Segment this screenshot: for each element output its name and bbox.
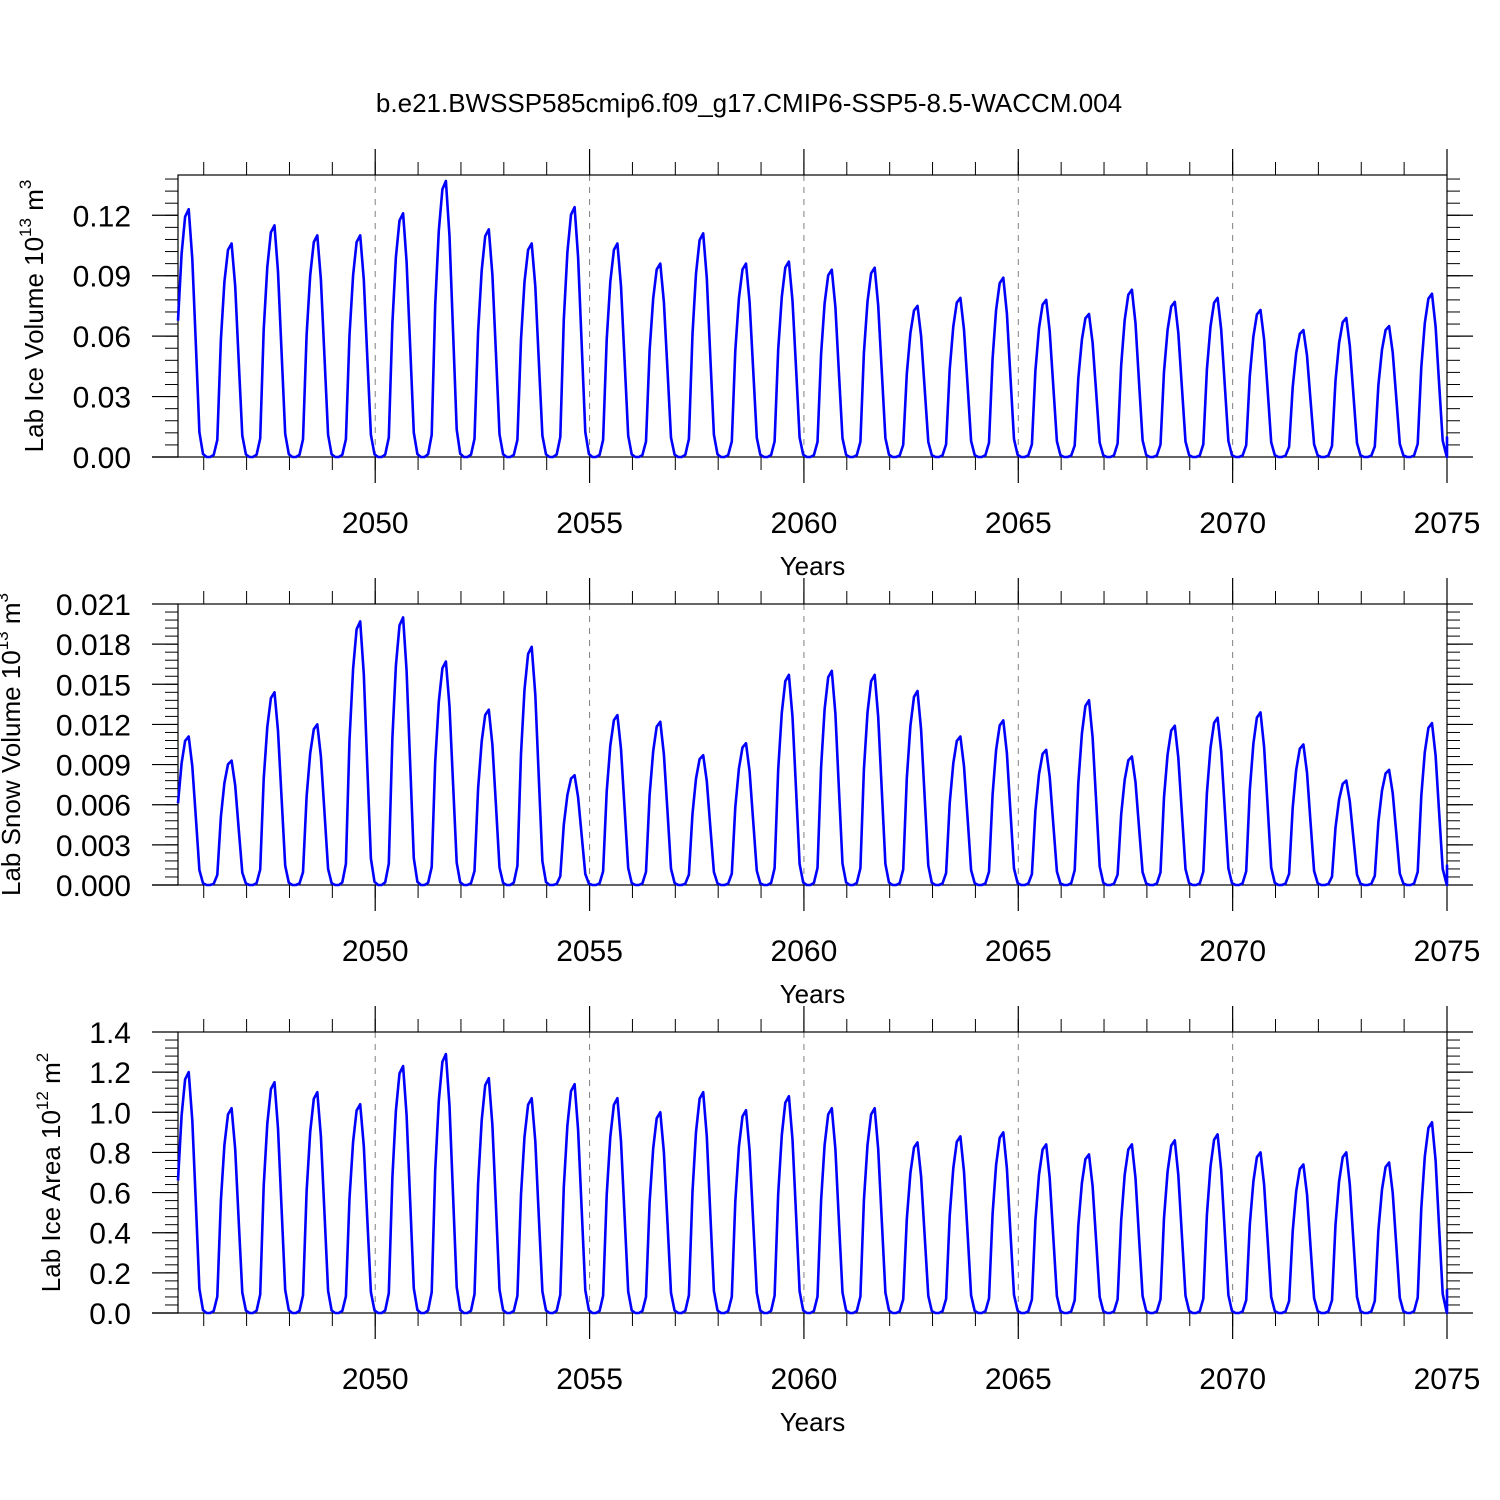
y-tick-label: 0.000 [56,870,131,903]
series-line [176,1052,1449,1315]
x-axis-label: Years [780,1407,846,1437]
y-tick-label: 0.8 [89,1137,131,1170]
y-axis-label: Lab Ice Area 1012 m2 [33,1053,66,1292]
chart-title: b.e21.BWSSP585cmip6.f09_g17.CMIP6-SSP5-8… [376,88,1122,118]
chart-panel-2: 0.000 0.003 0.006 0.009 0.012 0.015 0.018 0.021… [0,578,1480,1009]
y-tick-label: 0.012 [56,709,131,742]
y-tick-label: 0.0 [89,1298,131,1331]
x-tick-label: 2070 [1199,1363,1266,1396]
x-tick-label: 2070 [1199,935,1266,968]
x-tick-label: 2065 [985,935,1052,968]
x-tick-label: 2060 [771,1363,838,1396]
y-tick-label: 0.2 [89,1258,131,1291]
y-tick-label: 1.0 [89,1097,131,1130]
x-tick-label: 2065 [985,1363,1052,1396]
y-tick-label: 0.018 [56,629,131,662]
y-tick-label: 0.12 [73,200,131,233]
x-axis-label: Years [780,979,846,1009]
x-tick-label: 2050 [342,935,409,968]
y-tick-label: 0.015 [56,669,131,702]
y-tick-label: 0.003 [56,830,131,863]
y-tick-label: 0.6 [89,1178,131,1211]
x-tick-label: 2070 [1199,507,1266,540]
x-tick-label: 2055 [556,935,623,968]
chart-panel-1: 0.00 0.03 0.06 0.09 0.12 2050 2055 2060 2065 2070… [16,149,1480,581]
series-line [176,179,1449,459]
plot-frame [177,1031,1448,1314]
x-tick-label: 2065 [985,507,1052,540]
y-tick-label: 0.09 [73,261,131,294]
x-tick-label: 2075 [1414,1363,1481,1396]
y-tick-label: 0.06 [73,321,131,354]
y-tick-label: 0.009 [56,750,131,783]
y-tick-label: 0.021 [56,589,131,622]
y-axis-label: Lab Ice Volume 1013 m3 [16,180,49,453]
x-tick-label: 2055 [556,507,623,540]
y-tick-label: 1.2 [89,1057,131,1090]
x-tick-label: 2050 [342,1363,409,1396]
plot-frame [177,603,1448,886]
y-axis-label: Lab Snow Volume 1013 m3 [0,593,26,896]
x-tick-label: 2050 [342,507,409,540]
x-tick-label: 2075 [1414,507,1481,540]
chart-panels: 0.00 0.03 0.06 0.09 0.12 2050 2055 2060 2065 2070… [0,149,1480,1437]
y-tick-label: 0.00 [73,442,131,475]
series-line [176,616,1449,887]
y-tick-label: 0.006 [56,790,131,823]
x-tick-label: 2055 [556,1363,623,1396]
x-tick-label: 2060 [771,507,838,540]
y-tick-label: 0.03 [73,382,131,415]
y-tick-label: 0.4 [89,1218,131,1251]
y-tick-label: 1.4 [89,1017,131,1050]
x-tick-label: 2060 [771,935,838,968]
x-tick-label: 2075 [1414,935,1481,968]
x-axis-label: Years [780,551,846,581]
chart-panel-3: 0.0 0.2 0.4 0.6 0.8 1.0 1.2 1.4 2050 2055 2060 2065… [33,1006,1480,1437]
